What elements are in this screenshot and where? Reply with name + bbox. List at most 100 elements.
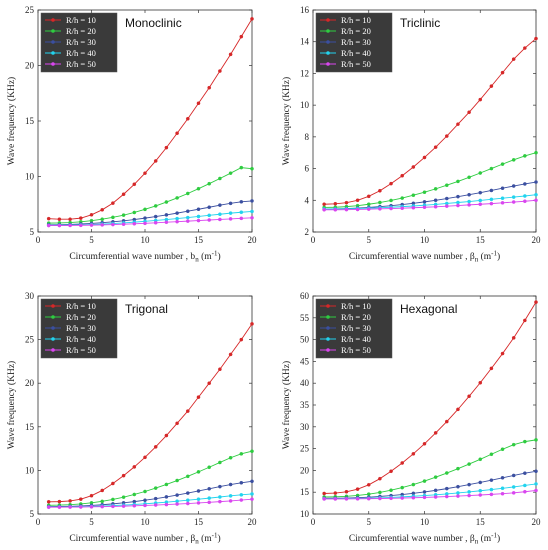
- data-point: [422, 190, 427, 194]
- x-axis-label-main: Circumferential wave number , b: [69, 251, 195, 262]
- data-point: [218, 203, 222, 207]
- data-point: [456, 491, 460, 495]
- data-point: [250, 166, 254, 171]
- data-point: [250, 215, 254, 220]
- chart-title: Hexagonal: [400, 302, 457, 316]
- data-point: [511, 184, 516, 188]
- x-tick-label: 5: [89, 517, 94, 527]
- x-tick-label: 0: [311, 235, 316, 245]
- data-point: [100, 488, 104, 493]
- data-point: [467, 462, 471, 466]
- data-point: [489, 452, 494, 457]
- data-point: [366, 496, 371, 501]
- data-point: [68, 217, 72, 222]
- x-axis-label-subscript: n: [195, 538, 199, 546]
- chart-panel-3: 0 5 10 15 20 10 15 20 25 30 35 40 45 50 55 60 Circumfere…: [281, 291, 541, 546]
- legend-label: R/h = 30: [66, 37, 96, 47]
- legend-label: R/h = 10: [341, 15, 371, 25]
- data-point: [511, 336, 516, 340]
- data-point: [489, 166, 494, 171]
- data-point: [143, 221, 147, 226]
- data-point: [207, 496, 211, 500]
- x-tick-label: 0: [36, 517, 41, 527]
- data-point: [444, 494, 449, 499]
- data-point: [239, 210, 244, 215]
- data-point: [250, 449, 254, 454]
- data-point: [511, 57, 516, 61]
- data-point: [389, 198, 393, 203]
- data-point: [489, 197, 494, 202]
- data-point: [500, 186, 505, 191]
- data-point: [389, 181, 393, 186]
- y-tick-label: 25: [25, 335, 35, 345]
- data-point: [153, 445, 158, 449]
- data-point: [196, 214, 201, 219]
- data-point: [478, 380, 483, 385]
- data-point: [132, 210, 137, 215]
- data-point: [467, 493, 471, 498]
- data-point: [218, 217, 222, 222]
- data-point: [164, 145, 169, 150]
- legend-label: R/h = 30: [341, 37, 371, 47]
- x-axis-label-close: ): [497, 533, 500, 544]
- data-point: [411, 165, 416, 169]
- data-point: [164, 482, 169, 487]
- data-point: [196, 497, 201, 501]
- data-point: [467, 199, 471, 204]
- y-tick-label: 40: [300, 378, 310, 388]
- x-axis-label-superscript: -1: [491, 250, 497, 258]
- legend-label: R/h = 50: [66, 59, 96, 69]
- data-point: [185, 474, 190, 479]
- data-point: [239, 480, 244, 485]
- x-tick-label: 20: [248, 517, 258, 527]
- legend-swatch-marker: [51, 29, 55, 33]
- data-point: [467, 110, 471, 115]
- data-point: [207, 500, 211, 505]
- x-tick-label: 20: [248, 235, 258, 245]
- data-point: [378, 496, 382, 501]
- data-point: [207, 205, 211, 210]
- legend-label: R/h = 20: [341, 312, 371, 322]
- data-point: [378, 200, 382, 205]
- data-point: [478, 202, 483, 207]
- data-point: [121, 504, 126, 508]
- legend-label: R/h = 40: [341, 334, 371, 344]
- data-point: [478, 457, 483, 462]
- data-point: [478, 493, 483, 497]
- legend-label: R/h = 20: [341, 26, 371, 36]
- legend-swatch-marker: [51, 326, 55, 330]
- x-axis-label-superscript: -1: [212, 250, 218, 258]
- x-tick-label: 10: [420, 235, 430, 245]
- data-point: [534, 36, 538, 41]
- x-axis-label: Circumferential wave number , βn (m-1): [349, 250, 500, 264]
- data-point: [422, 442, 427, 446]
- y-tick-label: 30: [300, 422, 310, 432]
- data-point: [100, 217, 104, 222]
- y-tick-label: 4: [305, 195, 310, 205]
- data-point: [143, 489, 147, 494]
- data-point: [333, 207, 338, 212]
- data-point: [444, 486, 449, 491]
- legend-label: R/h = 30: [341, 323, 371, 333]
- data-point: [523, 489, 527, 494]
- data-point: [433, 495, 438, 499]
- data-point: [100, 207, 104, 212]
- data-point: [68, 505, 72, 509]
- data-point: [57, 499, 62, 504]
- y-axis-label: Wave frequency (KHz): [6, 361, 17, 449]
- x-axis-label: Circumferential wave number , βn (m-1): [349, 532, 500, 546]
- data-point: [444, 183, 449, 188]
- data-point: [111, 481, 115, 486]
- x-axis-label-unit: (m: [478, 251, 492, 262]
- y-axis-label: Wave frequency (KHz): [281, 77, 292, 165]
- data-point: [121, 473, 126, 478]
- data-point: [207, 85, 211, 90]
- data-point: [400, 196, 405, 200]
- data-point: [153, 496, 158, 501]
- data-point: [239, 165, 244, 170]
- data-point: [366, 207, 371, 211]
- data-point: [196, 101, 201, 106]
- data-point: [153, 503, 158, 507]
- data-point: [175, 502, 179, 506]
- x-tick-label: 15: [194, 517, 204, 527]
